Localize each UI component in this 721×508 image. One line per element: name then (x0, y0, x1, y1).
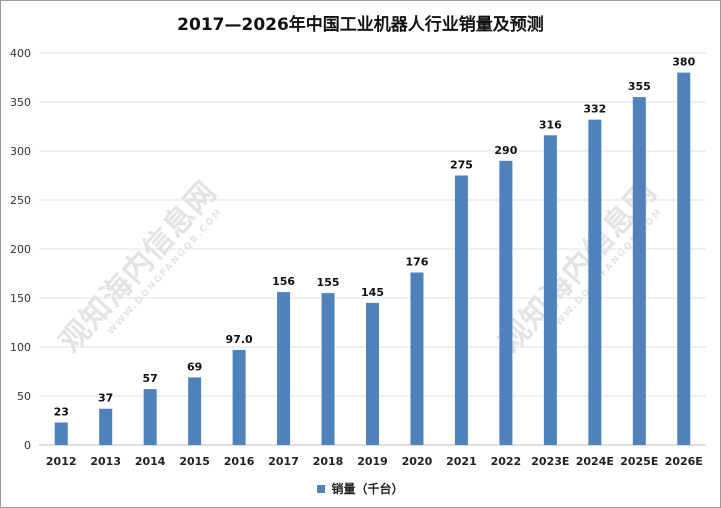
bar (454, 175, 468, 445)
data-label: 23 (54, 405, 69, 418)
x-tick-label: 2012 (46, 455, 77, 468)
bar (632, 97, 646, 445)
bar (99, 408, 113, 445)
data-label: 156 (272, 275, 295, 288)
y-tick-label: 300 (10, 145, 31, 158)
data-label: 37 (98, 392, 113, 405)
data-label: 97.0 (226, 333, 253, 346)
y-tick-label: 250 (10, 194, 31, 207)
bar (677, 72, 691, 445)
x-tick-label: 2014 (135, 455, 166, 468)
x-tick-label: 2016 (224, 455, 255, 468)
x-tick-label: 2025E (620, 455, 658, 468)
x-tick-label: 2020 (402, 455, 433, 468)
y-tick-label: 350 (10, 96, 31, 109)
data-label: 57 (143, 372, 158, 385)
chart-title: 2017—2026年中国工业机器人行业销量及预测 (177, 15, 544, 35)
legend-swatch (317, 484, 326, 493)
bar (54, 422, 68, 445)
x-tick-label: 2018 (313, 455, 344, 468)
y-tick-label: 400 (10, 47, 31, 60)
bar (321, 293, 335, 445)
bar (277, 292, 291, 445)
data-label: 145 (361, 286, 384, 299)
bar (410, 272, 424, 445)
x-tick-label: 2015 (179, 455, 210, 468)
y-tick-label: 100 (10, 341, 31, 354)
legend-label: 销量（千台） (331, 482, 404, 496)
x-tick-label: 2022 (491, 455, 522, 468)
legend: 销量（千台） (1, 480, 720, 497)
data-label: 316 (539, 118, 562, 131)
bar (143, 389, 157, 445)
y-tick-label: 150 (10, 292, 31, 305)
x-tick-label: 2019 (357, 455, 388, 468)
y-tick-label: 50 (17, 390, 31, 403)
data-label: 290 (494, 144, 517, 157)
data-label: 275 (450, 159, 473, 172)
bar (366, 302, 379, 445)
y-tick-label: 0 (24, 439, 31, 452)
bar (232, 349, 246, 445)
y-tick-label: 200 (10, 243, 31, 256)
bar (499, 160, 513, 446)
bar (588, 119, 602, 445)
x-tick-label: 2013 (90, 455, 121, 468)
x-tick-label: 2026E (665, 455, 703, 468)
data-label: 355 (628, 80, 651, 93)
x-tick-label: 2024E (576, 455, 614, 468)
data-label: 176 (405, 256, 428, 269)
data-label: 155 (317, 276, 340, 289)
data-label: 332 (583, 103, 606, 116)
bar (543, 135, 557, 445)
x-tick-label: 2021 (446, 455, 477, 468)
x-tick-label: 2023E (531, 455, 569, 468)
data-label: 69 (187, 360, 202, 373)
x-tick-label: 2017 (268, 455, 299, 468)
bar (188, 377, 202, 445)
data-label: 380 (672, 56, 695, 69)
